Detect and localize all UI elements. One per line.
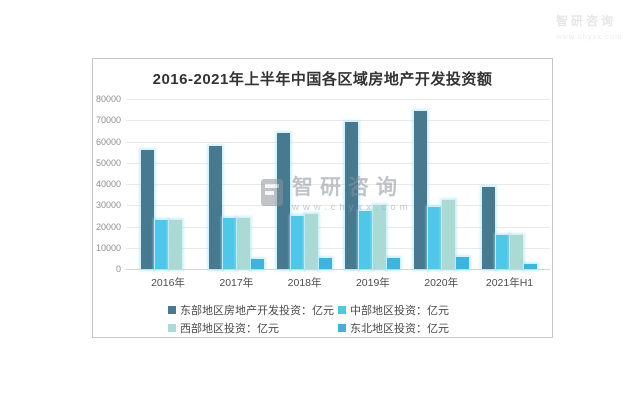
gridline: 20000 (96, 222, 550, 232)
x-axis-label: 2016年 (151, 277, 185, 289)
y-axis-label: 0 (115, 264, 121, 274)
watermark-brand: 智研咨询 (556, 14, 617, 28)
bar-west-2017 (236, 218, 250, 269)
legend-swatch-central (338, 306, 346, 314)
legend-swatch-east (168, 306, 176, 314)
bar-northeast-2021 (524, 264, 537, 269)
legend-item-west: 西部地区投资：亿元 (168, 320, 279, 336)
legend-label: 中部地区投资：亿元 (350, 305, 449, 317)
bar-central-2021 (496, 235, 509, 269)
gridline: 80000 (96, 94, 550, 104)
bar-central-2018 (291, 215, 305, 269)
y-axis-label: 60000 (95, 136, 121, 147)
y-axis-label: 50000 (95, 157, 121, 168)
bar-west-2019 (373, 204, 387, 269)
gridline: 0 (116, 264, 550, 274)
gridline: 50000 (96, 158, 550, 168)
y-axis-label: 30000 (95, 200, 121, 211)
chart-legend: 东部地区房地产开发投资：亿元 中部地区投资：亿元西部地区投资：亿元 东北地区投资：亿… (93, 302, 552, 340)
legend-label: 东部地区房地产开发投资：亿元 (180, 305, 334, 317)
x-axis-label: 2020年 (424, 277, 459, 289)
x-axis-label: 2021年H1 (485, 277, 534, 289)
bar-east-2016 (140, 150, 154, 269)
y-axis-label: 70000 (95, 115, 121, 126)
legend-label: 东北地区投资：亿元 (350, 323, 449, 335)
bar-west-2016 (168, 220, 182, 269)
watermark-url: www.chyxx.com (556, 32, 623, 41)
y-axis-label: 10000 (95, 242, 121, 253)
x-axis-label: 2019年 (355, 277, 390, 289)
y-axis-label: 80000 (95, 94, 121, 104)
chart-title: 2016-2021年上半年中国各区域房地产开发投资额 (152, 71, 493, 88)
plot-area: 0 10000 20000 30000 40000 50000 60000 70000 8000… (96, 94, 550, 289)
bar-west-2020 (441, 199, 455, 269)
bar-northeast-2017 (250, 259, 264, 269)
gridline: 10000 (96, 243, 550, 253)
bar-west-2021 (510, 234, 523, 269)
y-axis-label: 40000 (95, 179, 121, 189)
gridline: 40000 (96, 179, 550, 189)
bar-central-2020 (427, 207, 441, 269)
legend-swatch-northeast (338, 324, 346, 332)
legend-item-central: 中部地区投资：亿元 (338, 302, 449, 318)
gridline: 60000 (96, 137, 550, 147)
bar-east-2019 (345, 122, 359, 269)
legend-item-east: 东部地区房地产开发投资：亿元 (168, 302, 334, 318)
chart-panel: 2016-2021年上半年中国各区域房地产开发投资额 0 10000 20000 30… (92, 58, 553, 338)
gridline: 30000 (96, 200, 550, 210)
bar-east-2020 (413, 110, 427, 269)
bar-northeast-2018 (319, 258, 333, 269)
bar-central-2016 (154, 220, 168, 269)
bar-east-2018 (277, 133, 291, 269)
bar-northeast-2020 (455, 257, 469, 269)
legend-item-northeast: 东北地区投资：亿元 (338, 320, 449, 336)
x-axis-label: 2018年 (287, 277, 322, 289)
legend-swatch-west (168, 324, 176, 332)
bar-east-2021 (482, 187, 495, 269)
y-axis-label: 20000 (95, 221, 121, 232)
legend-label: 西部地区投资：亿元 (180, 323, 279, 335)
watermark-corner: 智研咨询 www.chyxx.com (556, 12, 622, 41)
bar-northeast-2019 (387, 257, 401, 269)
bar-east-2017 (208, 145, 222, 269)
x-axis-label: 2017年 (219, 277, 254, 289)
bar-central-2017 (222, 218, 236, 269)
bar-west-2018 (305, 214, 319, 269)
bar-central-2019 (359, 210, 373, 269)
gridline: 70000 (96, 115, 550, 125)
